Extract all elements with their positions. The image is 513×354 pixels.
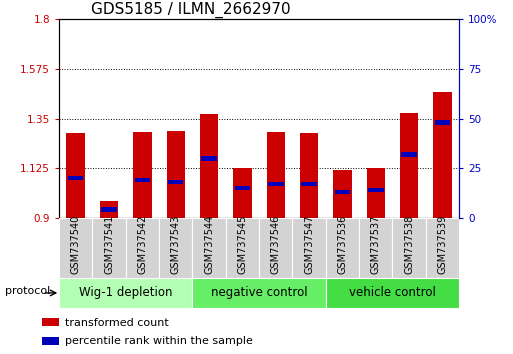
Text: percentile rank within the sample: percentile rank within the sample (65, 336, 253, 346)
Bar (259, 218, 292, 278)
Bar (301, 182, 317, 187)
Bar (326, 278, 459, 308)
Bar (201, 156, 217, 161)
Bar (368, 188, 384, 192)
Bar (192, 278, 326, 308)
Bar (268, 182, 284, 187)
Bar (134, 178, 150, 182)
Text: GSM737546: GSM737546 (271, 215, 281, 274)
Bar (401, 152, 417, 157)
Bar (400, 113, 418, 218)
Text: vehicle control: vehicle control (349, 286, 436, 299)
Bar (267, 132, 285, 218)
Text: negative control: negative control (211, 286, 307, 299)
Text: GSM737541: GSM737541 (104, 215, 114, 274)
Text: GSM737547: GSM737547 (304, 215, 314, 274)
Bar (435, 120, 450, 125)
Bar (68, 176, 84, 181)
Text: GSM737540: GSM737540 (71, 215, 81, 274)
Bar (433, 92, 451, 218)
Text: GSM737542: GSM737542 (137, 215, 147, 274)
Bar (42, 318, 59, 326)
Bar (359, 218, 392, 278)
Bar (333, 170, 351, 218)
Bar (168, 179, 184, 184)
Bar (233, 168, 251, 218)
Bar (59, 218, 92, 278)
Text: GSM737544: GSM737544 (204, 215, 214, 274)
Text: GSM737537: GSM737537 (371, 215, 381, 274)
Text: GSM737536: GSM737536 (338, 215, 347, 274)
Text: GSM737543: GSM737543 (171, 215, 181, 274)
Bar (200, 114, 218, 218)
Bar (167, 131, 185, 218)
Bar (326, 218, 359, 278)
Text: GSM737539: GSM737539 (438, 215, 447, 274)
Bar (367, 168, 385, 218)
Text: GSM737538: GSM737538 (404, 215, 414, 274)
Text: GDS5185 / ILMN_2662970: GDS5185 / ILMN_2662970 (91, 2, 291, 18)
Bar (426, 218, 459, 278)
Text: Wig-1 depletion: Wig-1 depletion (79, 286, 172, 299)
Bar (159, 218, 192, 278)
Bar (59, 278, 192, 308)
Text: transformed count: transformed count (65, 318, 169, 328)
Bar (67, 133, 85, 218)
Bar (334, 189, 350, 194)
Bar (392, 218, 426, 278)
Bar (292, 218, 326, 278)
Text: protocol: protocol (5, 286, 50, 296)
Bar (101, 207, 117, 212)
Bar (226, 218, 259, 278)
Bar (100, 201, 118, 218)
Bar (42, 337, 59, 345)
Bar (234, 185, 250, 190)
Text: GSM737545: GSM737545 (238, 215, 247, 274)
Bar (300, 133, 318, 218)
Bar (192, 218, 226, 278)
Bar (92, 218, 126, 278)
Bar (126, 218, 159, 278)
Bar (133, 132, 151, 218)
